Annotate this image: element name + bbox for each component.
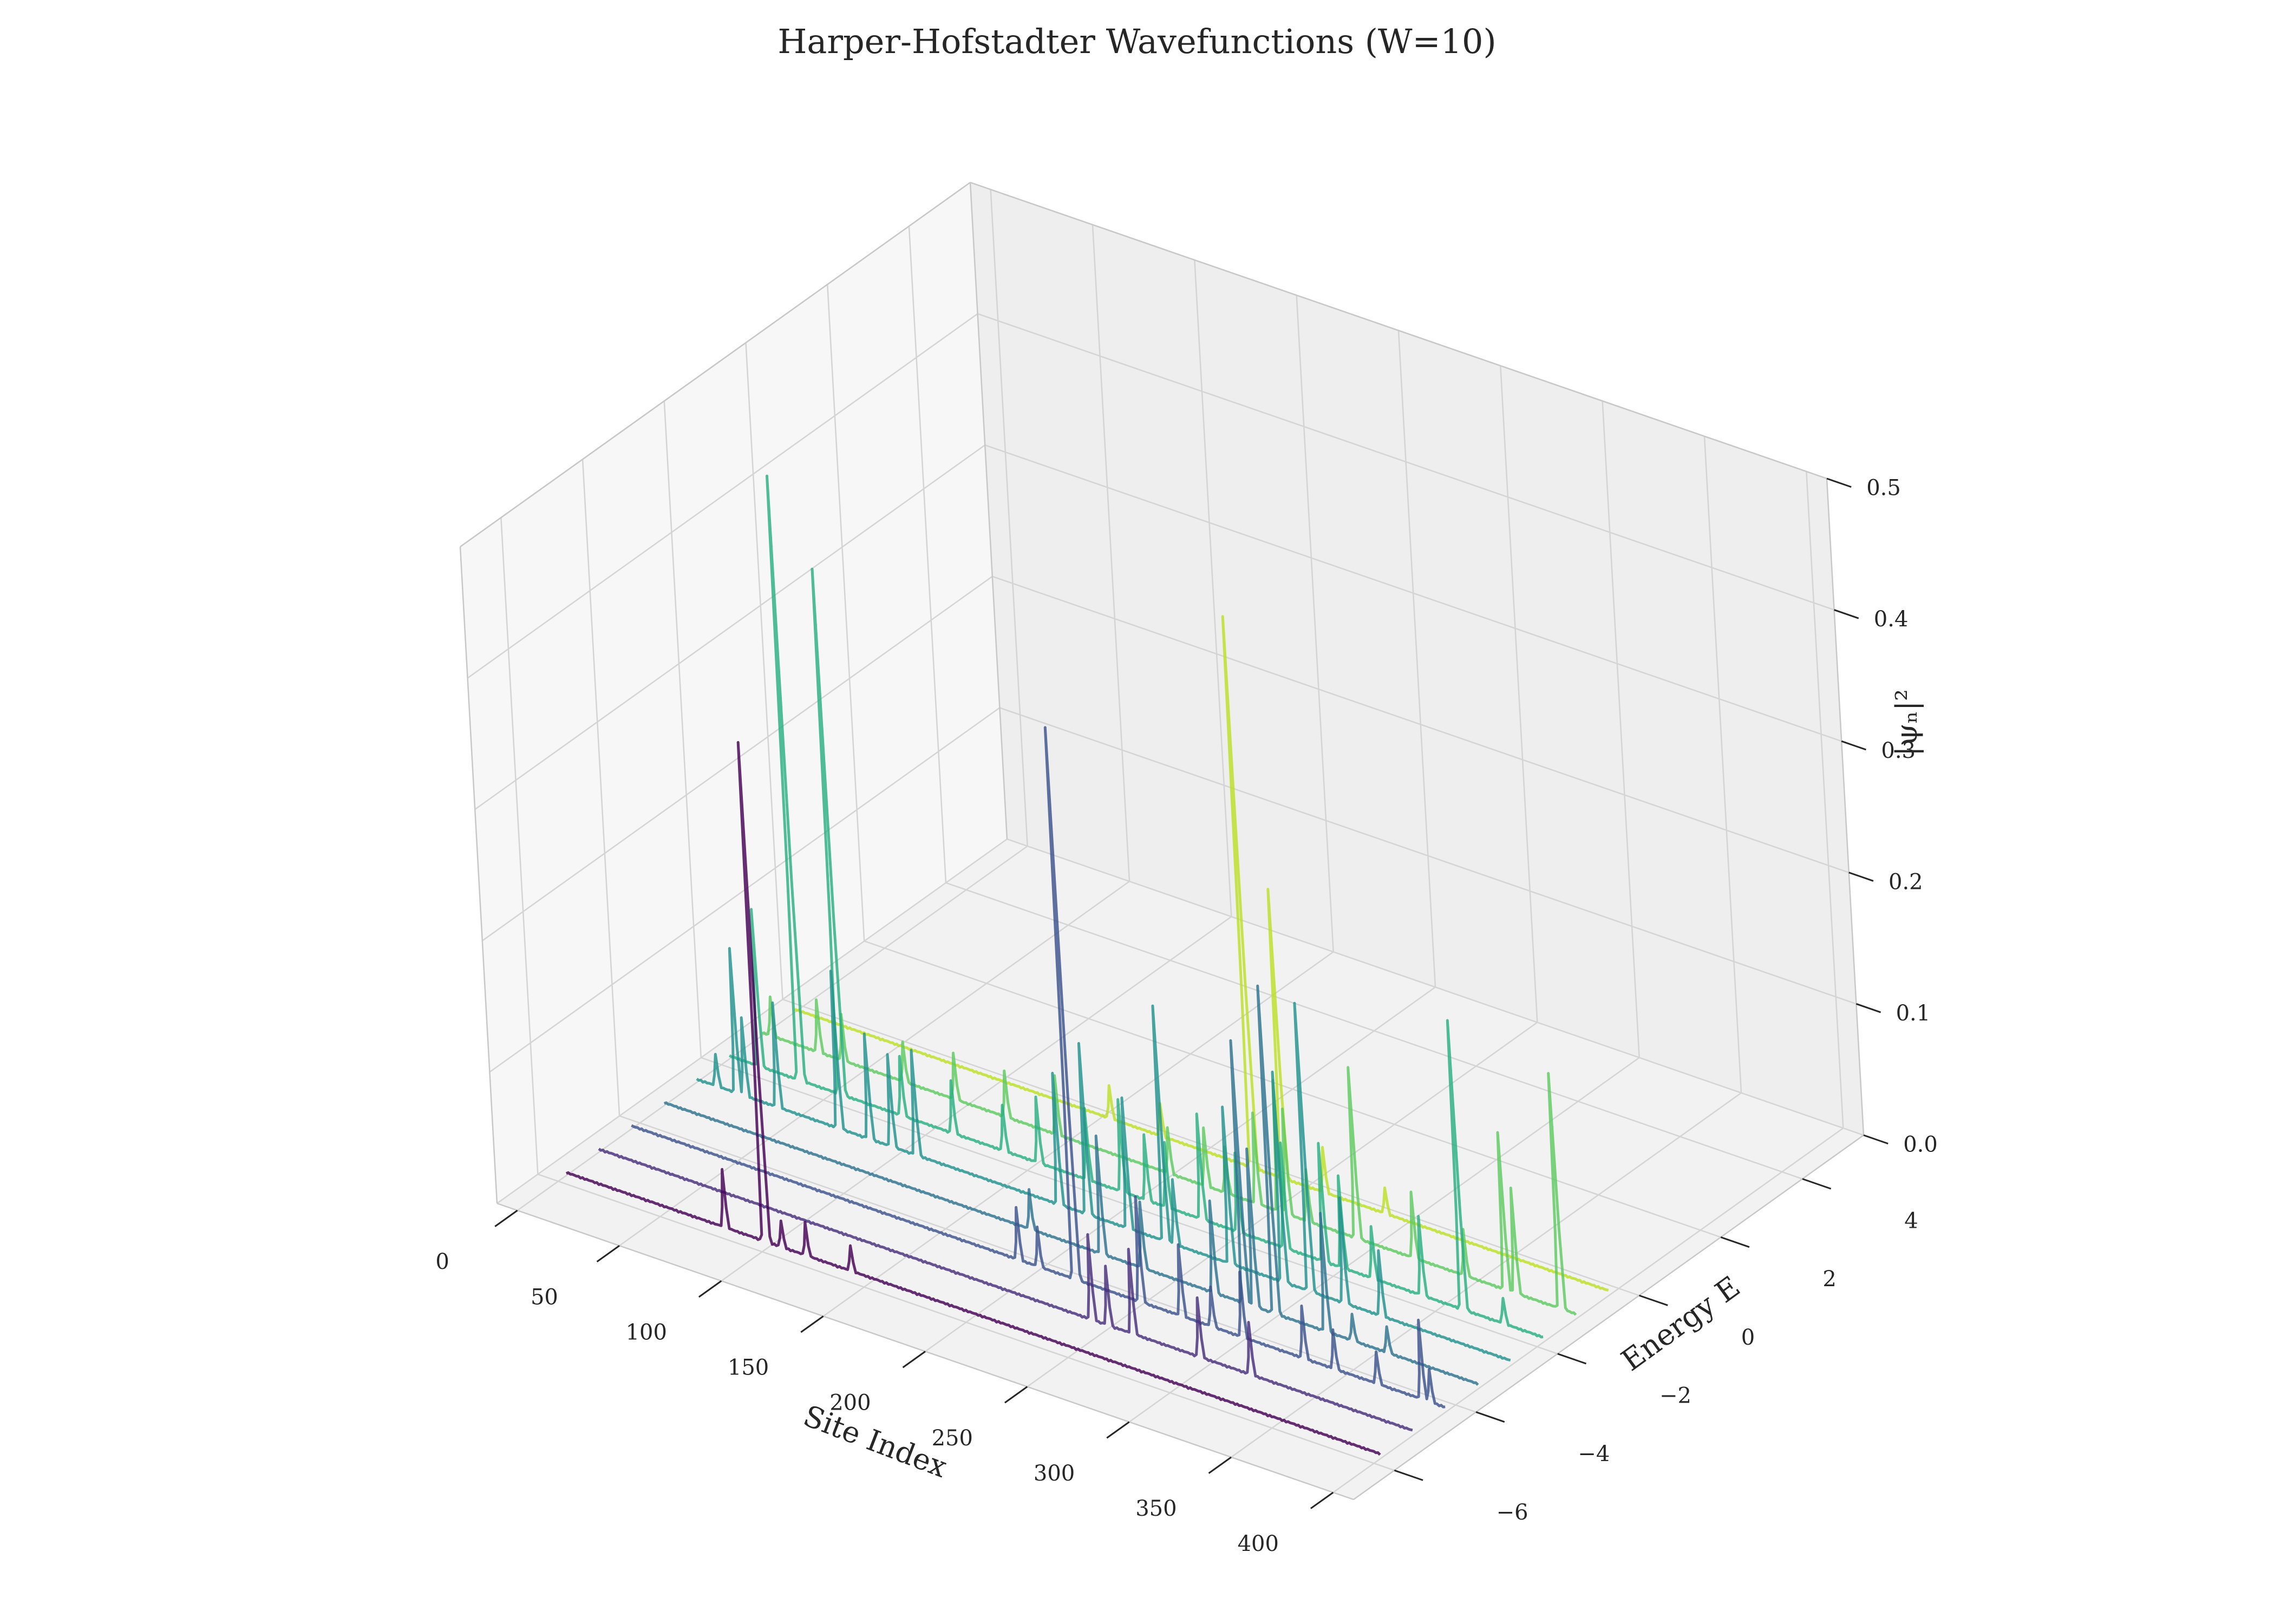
z-tick-label: 0.3	[1881, 738, 1916, 763]
x-tick-label: 200	[829, 1391, 871, 1416]
grid-line-z-back	[999, 707, 1857, 1005]
x-tick-label: 250	[932, 1426, 973, 1451]
grid-line-z-back	[977, 313, 1835, 611]
series-line	[598, 1148, 1413, 1432]
grid-line-y-wall	[663, 401, 702, 1058]
x-tick-label: 350	[1135, 1496, 1177, 1521]
x-tick-label: 150	[728, 1355, 769, 1380]
grid-line-y-floor	[701, 1057, 1558, 1354]
left-wall-pane	[460, 182, 1007, 1203]
x-axis-label: Site Index	[799, 1398, 951, 1484]
x-tick-mark	[902, 1351, 926, 1368]
axis-panes	[460, 182, 1864, 1499]
x-tick-label: 50	[531, 1285, 558, 1309]
grid-line-x-back	[1806, 471, 1844, 1129]
y-tick-label: 2	[1822, 1267, 1836, 1292]
grid-line-y-wall	[826, 284, 865, 941]
axis-lines	[459, 181, 1865, 1501]
grid-line-x-back	[1602, 401, 1640, 1058]
grid-line-y-wall	[908, 226, 947, 883]
top-left-edge	[460, 181, 971, 548]
x-tick-mark	[494, 1209, 518, 1227]
z-tick-label: 0.2	[1889, 869, 1923, 894]
grid-line-y-floor	[945, 882, 1803, 1180]
series-line	[761, 995, 1577, 1316]
y-tick-label: −2	[1659, 1384, 1691, 1409]
grid-line-x-back	[990, 189, 1028, 847]
grid-line-z-wall	[467, 313, 978, 679]
chart-title: Harper-Hofstadter Wavefunctions (W=10)	[777, 22, 1496, 61]
z-tick-mark	[1841, 740, 1866, 751]
grid-line-z-wall	[474, 444, 985, 810]
grid-line-x-back	[1092, 225, 1131, 882]
x-tick-mark	[800, 1315, 824, 1333]
z-tick-mark	[1834, 609, 1859, 619]
z-tick-label: 0.5	[1866, 476, 1901, 501]
series-line	[631, 726, 1446, 1409]
z-tick-mark	[1826, 477, 1852, 488]
y-axis-line	[1353, 1134, 1864, 1501]
y-tick-label: 0	[1741, 1325, 1755, 1350]
x-tick-mark	[1106, 1421, 1130, 1439]
series-line	[565, 741, 1381, 1456]
z-tick-mark	[1863, 1134, 1889, 1145]
y-tick-mark	[1720, 1236, 1750, 1248]
y-tick-mark	[1802, 1178, 1832, 1190]
x-tick-label: 100	[626, 1320, 667, 1345]
grid-line-x-back	[1397, 330, 1436, 987]
x-tick-label: 0	[435, 1249, 449, 1274]
top-back-edge	[970, 181, 1827, 480]
grid-line-y-wall	[745, 343, 783, 1000]
left-wall-edge	[459, 546, 498, 1204]
z-tick-label: 0.1	[1896, 1001, 1931, 1026]
grid-line-x-back	[1500, 365, 1538, 1023]
grid-line-x-floor	[1332, 1127, 1844, 1493]
z-tick-mark	[1855, 1003, 1881, 1013]
x-tick-mark	[698, 1280, 722, 1298]
grid-line-z-back	[992, 575, 1850, 873]
grid-line-y-floor	[782, 998, 1639, 1296]
x-tick-mark	[596, 1245, 620, 1262]
grid-line-z-wall	[482, 575, 993, 941]
z-tick-mark	[1848, 872, 1874, 882]
grid-line-y-floor	[864, 940, 1721, 1238]
grid-line-x-back	[1703, 436, 1742, 1093]
y-tick-mark	[1639, 1294, 1668, 1306]
y-tick-mark	[1557, 1353, 1587, 1365]
x-tick-mark	[1208, 1456, 1232, 1474]
grid-line-x-back	[1296, 295, 1334, 952]
y-tick-label: −6	[1497, 1500, 1528, 1525]
z-tick-label: 0.0	[1903, 1132, 1938, 1157]
x-tick-mark	[1310, 1491, 1334, 1509]
grid-line-y-floor	[619, 1115, 1476, 1413]
grid-line-z-back	[1007, 838, 1864, 1136]
grid-line-z-back	[984, 444, 1842, 742]
x-tick-mark	[1004, 1386, 1028, 1404]
grid-line-y-floor	[537, 1173, 1395, 1471]
series-line	[794, 615, 1609, 1292]
series-group	[565, 474, 1609, 1456]
y-tick-label: −4	[1578, 1442, 1610, 1466]
x-tick-label: 400	[1238, 1531, 1279, 1556]
y-tick-mark	[1394, 1469, 1423, 1481]
grid-line-y-wall	[500, 518, 539, 1175]
z-axis-label: |ψₙ|²	[1890, 689, 1924, 756]
grid-line-y-wall	[581, 459, 620, 1116]
z-axis-line	[1826, 478, 1865, 1136]
grid-line-x-back	[1194, 260, 1232, 917]
y-tick-label: 4	[1904, 1209, 1918, 1234]
z-wall-edge	[969, 182, 1008, 840]
z-tick-label: 0.4	[1874, 607, 1909, 632]
y-tick-mark	[1475, 1411, 1505, 1423]
x-tick-label: 300	[1034, 1461, 1075, 1486]
tick-group: 0 50 100 150 200 250 300 350 400 −6 −4 −2 0 2 4 0.0 0.1 0…	[435, 476, 1937, 1557]
